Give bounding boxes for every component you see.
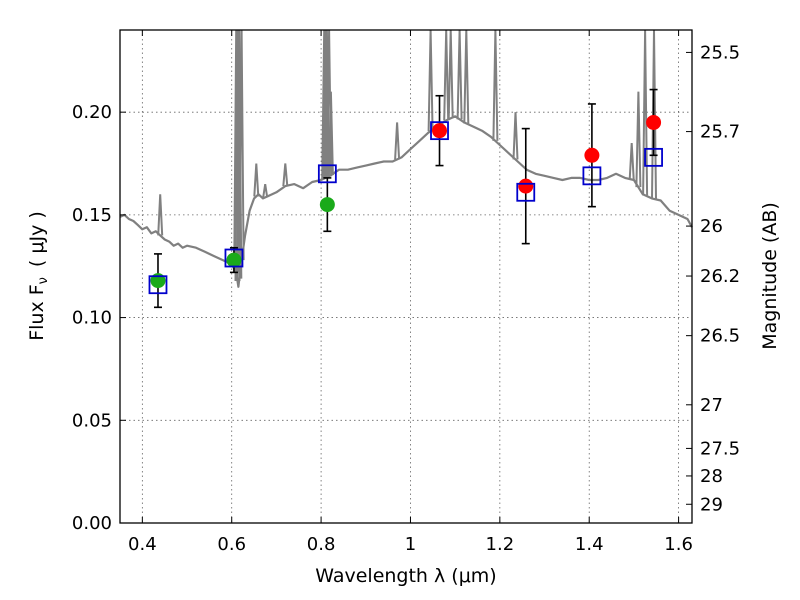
emission-line-spike xyxy=(394,122,401,160)
ticks-layer: 0.4 0.6 0.8 1 1.2 1.4 1.6 0.00 0.05 0.10 0.15 0.20 2… xyxy=(72,30,740,555)
emission-line-spike xyxy=(492,29,499,141)
emission-line-spike xyxy=(443,29,450,121)
grid-layer xyxy=(120,30,692,524)
emission-line-spike xyxy=(427,29,434,132)
y-tick-label: 0.10 xyxy=(72,308,112,329)
data-point xyxy=(226,252,242,268)
y-axis-label-unit: ( μJy ) xyxy=(26,211,48,267)
data-point xyxy=(646,114,662,130)
emission-line-spike xyxy=(253,163,260,197)
y2-axis-label: Magnitude (AB) xyxy=(759,202,781,350)
emission-line-spike xyxy=(512,112,519,160)
y-axis-label: Flux Fν( μJy ) xyxy=(26,211,51,341)
x-tick-label: 0.4 xyxy=(128,534,157,555)
y-tick-label: 0.15 xyxy=(72,205,112,226)
model-spectrum-line xyxy=(119,115,693,288)
emission-line-spike xyxy=(282,163,289,187)
emission-line-spike xyxy=(157,194,164,236)
y2-tick-label: 26.5 xyxy=(700,326,740,347)
y2-tick-label: 28 xyxy=(700,466,723,487)
model-point xyxy=(516,182,536,202)
emission-line-spike xyxy=(635,91,642,188)
model-point xyxy=(582,166,602,186)
x-tick-label: 0.8 xyxy=(307,534,336,555)
x-tick-label: 1.6 xyxy=(664,534,693,555)
emission-line-spike xyxy=(642,29,649,196)
y2-tick-label: 27 xyxy=(700,395,723,416)
y2-tick-label: 26 xyxy=(700,216,723,237)
model-point xyxy=(430,121,449,141)
emission-line-spike xyxy=(327,91,334,176)
x-tick-label: 0.6 xyxy=(217,534,246,555)
emission-line-spike xyxy=(456,29,463,120)
model-point xyxy=(317,164,337,184)
model-point xyxy=(644,147,663,167)
y-axis-label-subscript: ν xyxy=(36,277,51,284)
data-point xyxy=(584,147,600,163)
y2-tick-label: 25.7 xyxy=(700,122,740,143)
emission-line-spike xyxy=(463,29,470,124)
data-point xyxy=(432,123,448,139)
model-point xyxy=(224,248,244,268)
plot-frame xyxy=(119,29,693,524)
y2-tick-label: 26.2 xyxy=(700,266,740,287)
model-point xyxy=(148,275,168,295)
data-point xyxy=(518,178,534,194)
y2-tick-label: 27.5 xyxy=(700,438,740,459)
y2-tick-label: 25.5 xyxy=(700,42,740,63)
y2-tick-label: 29 xyxy=(700,494,723,515)
emission-line-spike xyxy=(628,142,635,180)
x-tick-label: 1 xyxy=(405,534,416,555)
emission-line-spike xyxy=(262,183,269,198)
model-spectrum-layer xyxy=(119,29,693,288)
y-tick-label: 0.20 xyxy=(72,102,112,123)
x-tick-label: 1.4 xyxy=(575,534,604,555)
x-tick-label: 1.2 xyxy=(486,534,515,555)
y-tick-label: 0.05 xyxy=(72,410,112,431)
emission-line-spike xyxy=(447,29,454,119)
x-axis-label: Wavelength λ (μm) xyxy=(315,565,496,587)
data-points-layer xyxy=(148,88,663,309)
y-tick-label: 0.00 xyxy=(72,513,112,534)
data-point xyxy=(319,197,335,213)
